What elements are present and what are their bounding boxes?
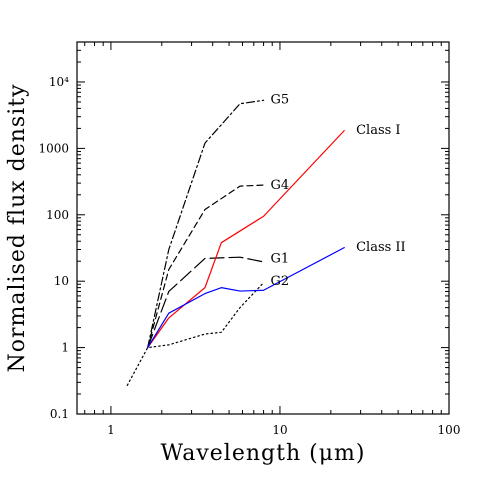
series-label-class-i: Class I bbox=[356, 123, 400, 138]
series-label-class-ii: Class II bbox=[356, 240, 406, 255]
plot-frame bbox=[76, 41, 450, 415]
series-label-g5: G5 bbox=[270, 93, 289, 108]
x-tick-label: 1 bbox=[107, 423, 115, 437]
y-tick-label: 10⁴ bbox=[49, 75, 69, 89]
series-label-g1: G1 bbox=[270, 251, 289, 266]
major-ticks bbox=[77, 42, 450, 415]
series-label-g4: G4 bbox=[270, 178, 289, 193]
series-label-g2: G2 bbox=[270, 274, 289, 289]
y-tick-label: 1 bbox=[61, 341, 69, 355]
series-lines bbox=[126, 99, 345, 386]
x-axis-label: Wavelength (μm) bbox=[161, 441, 366, 466]
y-tick-label: 1000 bbox=[38, 141, 69, 155]
minor-ticks bbox=[77, 41, 449, 414]
series-line-class-ii bbox=[147, 247, 345, 349]
series-line-class-i bbox=[147, 130, 345, 349]
x-tick-label: 100 bbox=[438, 423, 461, 437]
y-tick-labels: 0.1 1 10 100 1000 10⁴ bbox=[38, 75, 69, 421]
series-labels: G5 G4 G1 G2 Class I Class II bbox=[270, 93, 405, 289]
x-tick-labels: 1 10 100 bbox=[107, 423, 460, 437]
series-line-g1 bbox=[147, 256, 265, 349]
series-line-g5 bbox=[147, 99, 265, 349]
x-tick-label: 10 bbox=[272, 423, 287, 437]
series-line-g2 bbox=[126, 282, 265, 386]
y-tick-label: 100 bbox=[46, 208, 69, 222]
y-axis-label: Normalised flux density bbox=[5, 83, 30, 372]
y-tick-label: 0.1 bbox=[50, 407, 69, 421]
y-tick-label: 10 bbox=[54, 274, 69, 288]
series-line-g4 bbox=[147, 184, 265, 349]
